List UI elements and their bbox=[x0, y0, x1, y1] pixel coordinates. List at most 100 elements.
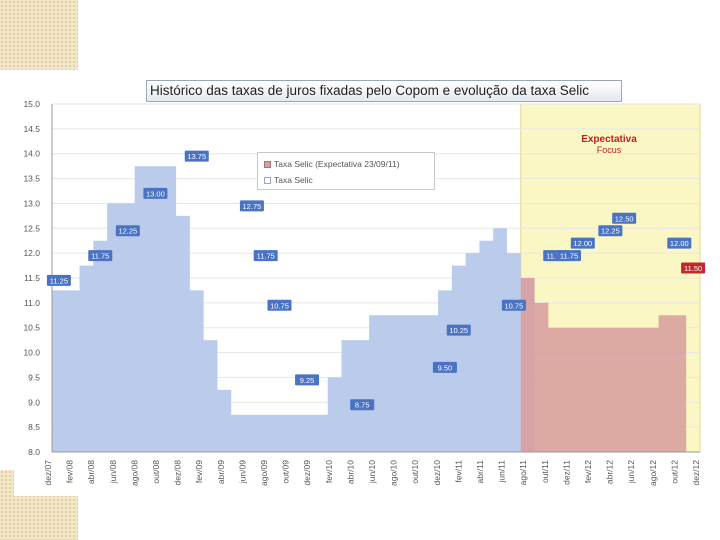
data-label: 9.25 bbox=[300, 376, 315, 385]
data-label: 8.75 bbox=[355, 401, 370, 410]
y-tick-label: 14.5 bbox=[23, 124, 40, 134]
expectation-annotation: Expectativa Focus bbox=[534, 134, 684, 155]
y-tick-label: 9.0 bbox=[28, 397, 40, 407]
x-tick-label: abr/12 bbox=[605, 460, 615, 484]
data-label: 11.75 bbox=[91, 252, 109, 261]
x-tick-label: ago/08 bbox=[129, 460, 139, 486]
data-label-box bbox=[598, 225, 623, 237]
data-label: 12.00 bbox=[573, 239, 592, 248]
x-tick-label: ago/10 bbox=[389, 460, 399, 486]
data-label-box bbox=[115, 225, 140, 237]
y-tick-label: 13.0 bbox=[23, 198, 40, 208]
data-label-box bbox=[295, 374, 320, 386]
y-tick-label: 15.0 bbox=[23, 99, 40, 109]
y-tick-label: 10.5 bbox=[23, 323, 40, 333]
x-tick-label: dez/07 bbox=[43, 460, 53, 486]
data-label-box bbox=[446, 324, 471, 336]
x-tick-label: jun/11 bbox=[497, 460, 507, 484]
legend-swatch-actual bbox=[264, 177, 271, 185]
x-tick-label: dez/11 bbox=[561, 460, 571, 485]
x-tick-label: fev/08 bbox=[65, 460, 75, 483]
data-label: 10.75 bbox=[504, 301, 523, 310]
expectation-source: Focus bbox=[596, 145, 622, 155]
x-tick-label: dez/08 bbox=[173, 460, 183, 486]
data-label-box bbox=[267, 299, 292, 311]
y-tick-label: 10.0 bbox=[23, 348, 40, 358]
corner-pattern bbox=[0, 0, 78, 70]
x-tick-label: out/10 bbox=[410, 460, 420, 484]
data-label-box bbox=[557, 250, 582, 262]
y-tick-label: 8.5 bbox=[28, 422, 40, 432]
legend-label: Taxa Selic bbox=[274, 175, 313, 185]
data-label-box bbox=[239, 200, 264, 212]
legend-entry-actual: Taxa Selic bbox=[264, 174, 313, 186]
x-tick-label: fev/12 bbox=[583, 460, 593, 483]
data-label-box bbox=[143, 187, 168, 199]
x-tick-label: out/11 bbox=[540, 460, 550, 483]
series-area-forecast bbox=[520, 278, 687, 452]
x-tick-label: abr/08 bbox=[86, 460, 96, 484]
y-tick-label: 11.5 bbox=[24, 273, 40, 283]
data-label-box bbox=[253, 250, 278, 262]
x-tick-label: abr/11 bbox=[475, 460, 485, 484]
data-label-box bbox=[432, 361, 457, 373]
x-tick-label: out/08 bbox=[151, 460, 161, 484]
x-tick-label: ago/09 bbox=[259, 460, 269, 486]
y-tick-label: 9.5 bbox=[28, 372, 40, 382]
data-label: 10.75 bbox=[270, 301, 289, 310]
y-tick-label: 12.5 bbox=[23, 223, 40, 233]
data-label: 11.75 bbox=[560, 252, 578, 261]
data-label-box bbox=[46, 274, 71, 286]
data-label: 12.00 bbox=[670, 239, 689, 248]
x-tick-label: ago/11 bbox=[518, 460, 528, 486]
data-label: 12.50 bbox=[615, 214, 634, 223]
chart-legend: Taxa Selic (Expectativa 23/09/11) Taxa S… bbox=[257, 152, 435, 190]
data-label: 12.25 bbox=[601, 227, 620, 236]
x-tick-label: fev/09 bbox=[194, 460, 204, 483]
legend-swatch-forecast bbox=[264, 161, 271, 169]
data-label: 13.00 bbox=[146, 189, 165, 198]
data-label-box bbox=[88, 250, 113, 262]
data-label: 11.75 bbox=[257, 252, 275, 261]
y-tick-label: 8.0 bbox=[28, 447, 40, 457]
data-label: 12.75 bbox=[243, 202, 262, 211]
data-label: 13.75 bbox=[187, 152, 206, 161]
x-tick-label: abr/09 bbox=[216, 460, 226, 484]
data-label-box bbox=[667, 237, 692, 249]
x-tick-label: fev/11 bbox=[453, 460, 463, 483]
x-tick-label: abr/10 bbox=[345, 460, 355, 484]
chart-title: Histórico das taxas de juros fixadas pel… bbox=[146, 80, 622, 102]
data-label-box bbox=[570, 237, 595, 249]
data-label-box bbox=[681, 262, 706, 274]
x-tick-label: ago/12 bbox=[648, 460, 658, 486]
data-label-box bbox=[184, 150, 209, 162]
data-label-box bbox=[501, 299, 526, 311]
data-label-box bbox=[350, 399, 375, 411]
legend-label: Taxa Selic (Expectativa 23/09/11) bbox=[274, 159, 400, 169]
y-tick-label: 13.5 bbox=[23, 174, 40, 184]
data-label: 9.50 bbox=[438, 363, 453, 372]
y-tick-label: 14.0 bbox=[23, 149, 40, 159]
x-tick-label: out/09 bbox=[281, 460, 291, 484]
x-tick-label: dez/10 bbox=[432, 460, 442, 486]
x-tick-label: jun/08 bbox=[108, 460, 118, 484]
x-tick-label: out/12 bbox=[669, 460, 679, 484]
data-label-box bbox=[612, 212, 637, 224]
x-tick-label: dez/09 bbox=[302, 460, 312, 486]
data-label: 12.25 bbox=[118, 227, 137, 236]
data-label: 11.25 bbox=[50, 276, 68, 285]
y-tick-label: 11.0 bbox=[24, 298, 40, 308]
data-label: 11.75 bbox=[546, 252, 564, 261]
series-area-selic bbox=[52, 166, 535, 452]
x-tick-label: jun/09 bbox=[237, 460, 247, 484]
chart-svg: 15.0 14.5 14.0 13.5 13.0 12.5 12.0 11.5 11.0 10.5… bbox=[23, 99, 706, 486]
chart-panel: 15.0 14.5 14.0 13.5 13.0 12.5 12.0 11.5 11.0 10.5… bbox=[14, 72, 706, 496]
data-label: 11.50 bbox=[684, 264, 702, 273]
y-tick-label: 12.0 bbox=[23, 248, 40, 258]
x-tick-label: jun/12 bbox=[626, 460, 636, 484]
x-tick-label: jun/10 bbox=[367, 460, 377, 484]
x-tick-label: fev/10 bbox=[324, 460, 334, 483]
x-tick-label: dez/12 bbox=[691, 460, 701, 486]
expectation-label: Expectativa bbox=[581, 134, 637, 145]
data-label: 10.25 bbox=[449, 326, 468, 335]
